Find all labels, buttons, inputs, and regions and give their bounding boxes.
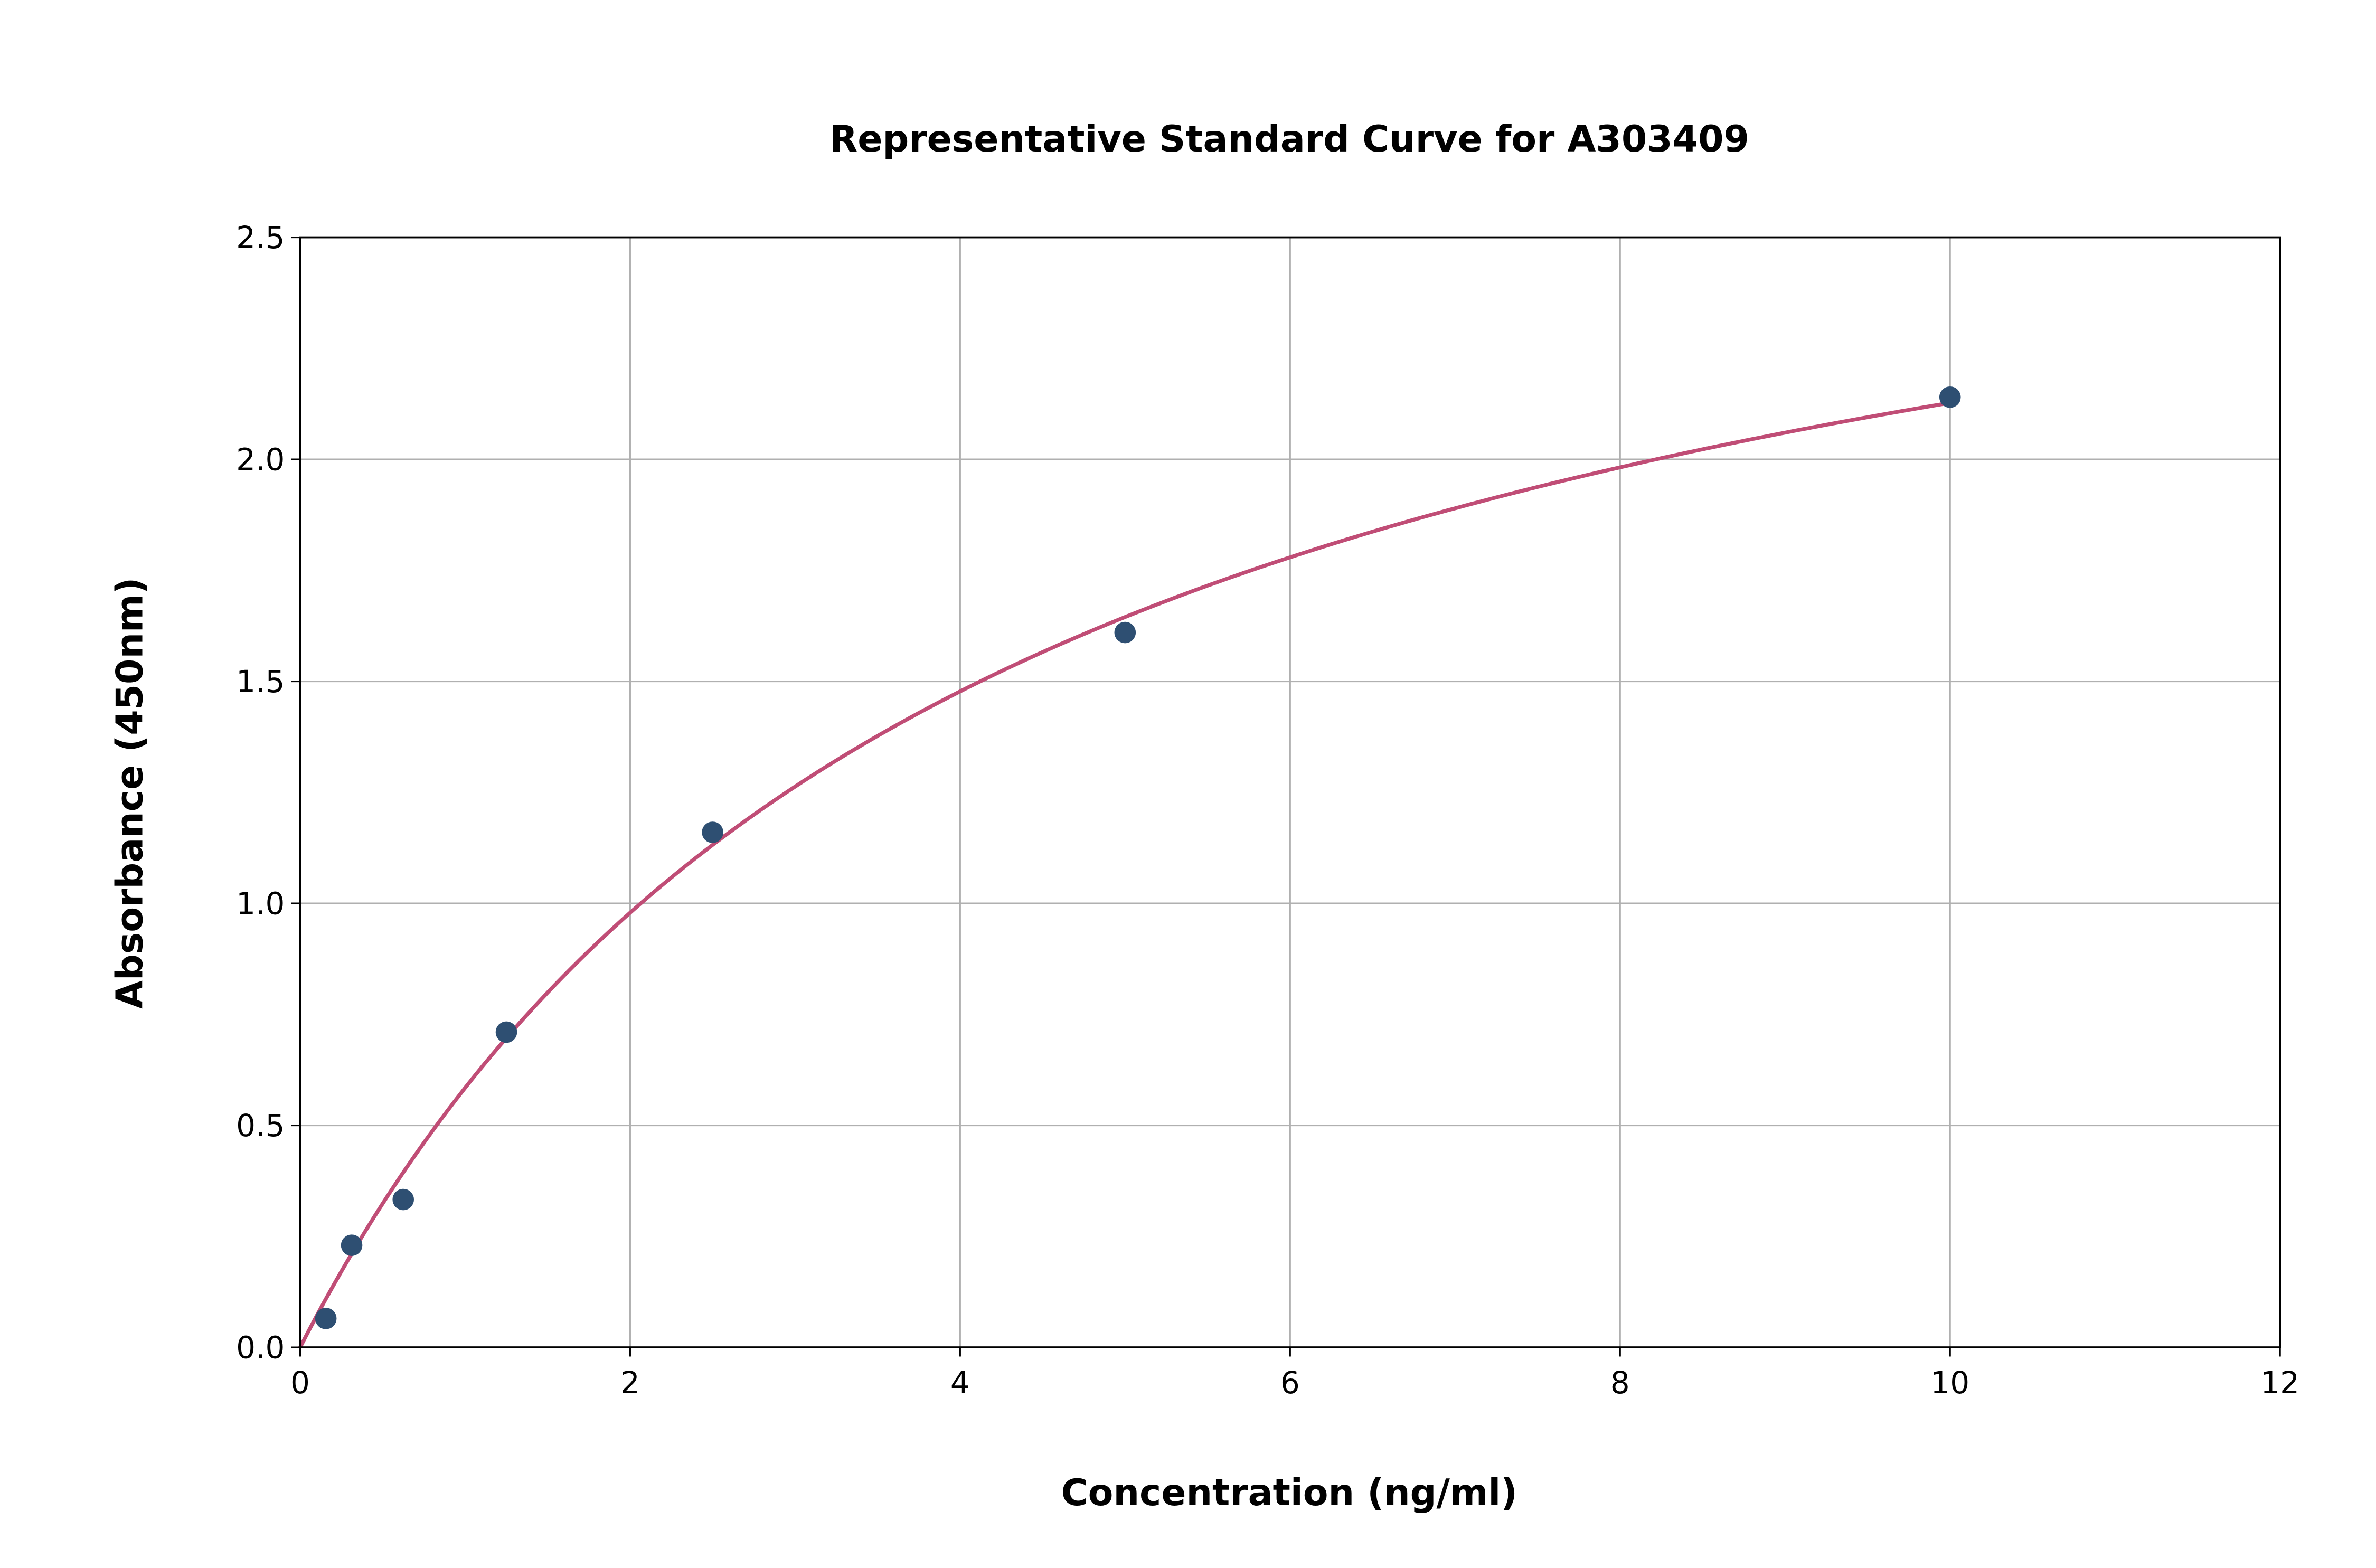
fit-curve [298,401,1950,1348]
y-tick-label: 0.0 [236,1329,285,1365]
x-tick-label: 12 [2260,1365,2299,1401]
grid-lines [299,236,2281,1348]
y-tick-label: 1.0 [236,885,285,921]
y-axis-label: Absorbance (450nm) [109,578,152,1009]
x-axis-label: Concentration (ng/ml) [1061,1471,1517,1514]
y-tick-label: 0.5 [236,1108,285,1144]
x-tick-label: 10 [1930,1365,1969,1401]
x-axis-ticks: 0 2 4 6 8 10 12 [290,1347,2299,1401]
y-tick-label: 1.5 [236,664,285,700]
data-point [1939,386,1961,408]
data-point [702,821,723,843]
data-point [392,1188,414,1211]
x-tick-label: 8 [1610,1365,1630,1401]
y-tick-label: 2.0 [236,441,285,477]
x-tick-label: 6 [1280,1365,1300,1401]
data-point [495,1021,517,1043]
data-point [1114,621,1136,644]
chart-title: Representative Standard Curve for A30340… [829,118,1749,160]
data-point [315,1308,337,1329]
y-axis-ticks: 0.0 0.5 1.0 1.5 2.0 2.5 [236,220,300,1365]
x-tick-label: 2 [620,1365,640,1401]
data-points [315,386,1961,1329]
x-tick-label: 0 [290,1365,310,1401]
x-tick-label: 4 [950,1365,970,1401]
y-tick-label: 2.5 [236,220,285,256]
data-point [341,1234,363,1256]
fit-curve-layer [298,401,1950,1348]
